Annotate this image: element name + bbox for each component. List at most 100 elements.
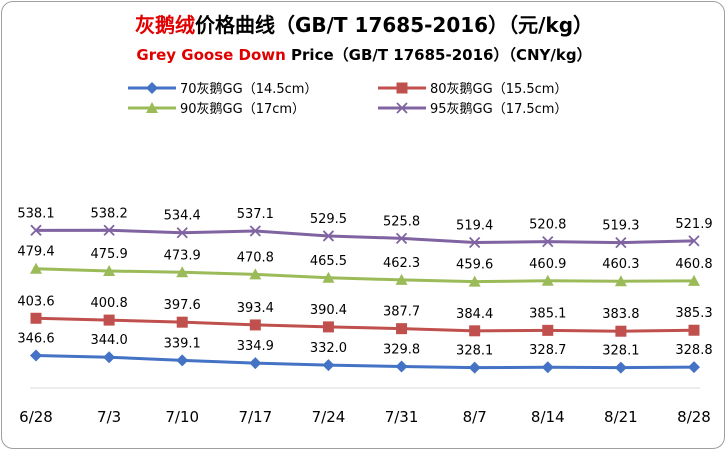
data-point [395,273,408,285]
data-label: 462.3 [383,256,420,271]
data-label: 519.4 [456,219,493,234]
x-axis-ticks: 6/28 7/3 7/10 7/17 7/24 7/31 8/7 8/14 8/21 8/28 [19,408,711,426]
series: 538.1 538.2 534.4 537.1 529.5 525.8 519.4 520.8… [17,206,713,249]
data-point [176,354,189,367]
data-label: 397.6 [164,298,201,313]
data-point [103,224,115,236]
data-label: 339.1 [164,336,201,351]
data-point [688,361,700,374]
legend-marker [396,82,408,94]
data-label: 521.9 [675,217,712,232]
legend-label: 90灰鹅GG（17cm） [180,101,305,117]
data-point [30,312,42,324]
data-point [322,271,335,283]
data-point [614,275,627,287]
data-point [249,319,261,331]
data-label: 346.6 [17,332,54,347]
data-point [103,264,116,276]
legend-label: 95灰鹅GG（17.5cm） [430,101,567,117]
data-label: 470.8 [237,250,274,265]
data-point [249,268,262,280]
chart-title-cn-red: 灰鹅绒 [135,13,195,37]
data-label: 328.7 [529,343,566,358]
x-tick-label: 7/10 [165,408,199,426]
data-point [322,359,335,372]
legend: 70灰鹅GG（14.5cm） 80灰鹅GG（15.5cm） 90灰鹅GG（17cm）… [128,81,567,117]
data-point [395,232,408,244]
data-label: 332.0 [310,341,347,356]
series-line [35,228,695,245]
legend-item: 90灰鹅GG（17cm） [128,101,305,117]
data-label: 344.0 [91,333,128,348]
x-tick-label: 7/3 [97,408,121,426]
data-label: 387.7 [383,305,420,320]
data-label: 329.8 [383,343,420,358]
data-label: 529.5 [310,212,347,227]
data-point [322,230,335,242]
legend-label: 70灰鹅GG（14.5cm） [180,81,317,97]
data-label: 538.2 [91,206,128,221]
data-point [469,236,481,249]
data-point [176,266,189,278]
chart-title-cn-rest: 价格曲线（GB/T 17685-2016）（元/kg） [195,13,593,37]
data-point [468,275,481,287]
x-tick-label: 6/28 [19,408,53,426]
data-point [615,325,627,337]
series: 346.6 344.0 339.1 334.9 332.0 329.8 328.1 328.7… [17,332,713,374]
chart-title-en-red: Grey Goose Down [136,46,285,64]
data-label: 460.3 [602,257,639,272]
data-point [103,351,116,364]
series-line [35,267,695,284]
data-label: 328.1 [602,344,639,359]
data-label: 328.8 [675,343,712,358]
x-tick-label: 8/7 [463,408,487,426]
data-point [30,224,42,236]
data-point [688,235,700,247]
data-label: 383.8 [602,307,639,322]
legend-item: 70灰鹅GG（14.5cm） [128,81,317,97]
x-tick-label: 7/24 [312,408,346,426]
series-line [35,316,695,333]
data-label: 465.5 [310,254,347,269]
x-tick-label: 8/14 [531,408,565,426]
data-point [103,314,115,326]
data-label: 384.4 [456,307,493,322]
legend-marker [146,82,158,94]
data-label: 538.1 [17,206,54,221]
chart-title-cn: 灰鹅绒价格曲线（GB/T 17685-2016）（元/kg） [135,13,593,37]
data-label: 534.4 [164,209,201,224]
data-label: 525.8 [383,214,420,229]
legend-item: 80灰鹅GG（15.5cm） [378,81,567,97]
data-label: 403.6 [17,294,54,309]
data-point [396,323,408,335]
data-point [542,324,554,336]
data-label: 460.9 [529,257,566,272]
data-label: 460.8 [675,257,712,272]
series-layer: 346.6 344.0 339.1 334.9 332.0 329.8 328.1 328.7… [17,206,713,374]
data-label: 475.9 [91,247,128,262]
data-point [249,225,261,237]
chart-title-en-rest: Price（GB/T 17685-2016）（CNY/kg） [286,46,592,64]
series-line [35,354,695,370]
legend-item: 95灰鹅GG（17.5cm） [378,101,567,117]
data-point [541,361,554,374]
data-point [322,321,334,333]
data-label: 393.4 [237,301,274,316]
chart-title-en: Grey Goose Down Price（GB/T 17685-2016）（C… [136,46,591,64]
series: 479.4 475.9 473.9 470.8 465.5 462.3 459.6 460.9… [17,245,713,287]
data-point [542,235,554,248]
legend-marker [146,102,158,113]
legend-label: 80灰鹅GG（15.5cm） [430,81,567,97]
data-point [176,227,188,239]
data-label: 519.3 [602,219,639,234]
x-tick-label: 7/17 [238,408,272,426]
data-point [176,316,188,328]
data-label: 459.6 [456,258,493,273]
data-point [468,361,481,374]
data-label: 537.1 [237,207,274,222]
x-tick-label: 7/31 [385,408,419,426]
legend-marker [396,102,408,114]
